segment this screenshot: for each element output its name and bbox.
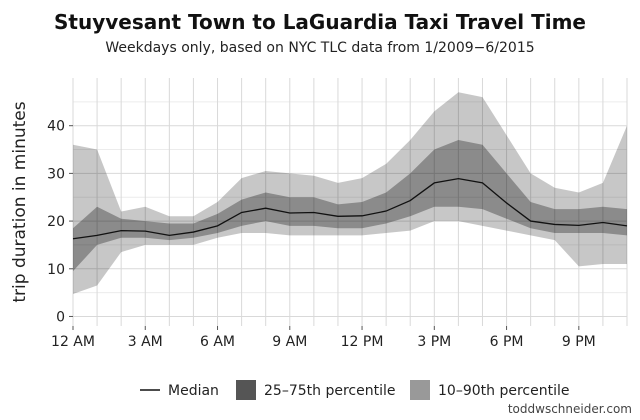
x-tick-label: 6 PM xyxy=(490,334,524,350)
band-10-90-percentile xyxy=(73,92,627,295)
x-tick-label: 12 AM xyxy=(51,334,95,350)
y-tick-label: 10 xyxy=(47,262,65,278)
chart-subtitle: Weekdays only, based on NYC TLC data fro… xyxy=(105,40,535,56)
x-tick-label: 3 PM xyxy=(417,334,451,350)
x-tick-label: 12 PM xyxy=(341,334,384,350)
y-tick-label: 0 xyxy=(56,309,65,325)
y-tick-label: 20 xyxy=(47,214,65,230)
band-25-75-percentile xyxy=(73,140,627,272)
median-line xyxy=(72,177,628,240)
y-tick-label: 30 xyxy=(47,166,65,182)
credit-text: toddwschneider.com xyxy=(507,402,632,416)
plot-area xyxy=(73,78,627,326)
y-tick-label: 40 xyxy=(47,119,65,135)
y-axis-title: trip duration in minutes xyxy=(10,101,30,302)
chart-title: Stuyvesant Town to LaGuardia Taxi Travel… xyxy=(54,10,586,34)
legend-label-10-90: 10–90th percentile xyxy=(438,383,569,399)
legend-swatch-25-75 xyxy=(236,380,256,400)
legend-swatch-10-90 xyxy=(410,380,430,400)
x-tick-label: 3 AM xyxy=(128,334,163,350)
legend-label-median: Median xyxy=(168,383,219,399)
legend-label-25-75: 25–75th percentile xyxy=(264,383,395,399)
x-tick-label: 9 AM xyxy=(272,334,307,350)
x-tick-label: 9 PM xyxy=(562,334,596,350)
x-tick-label: 6 AM xyxy=(200,334,235,350)
